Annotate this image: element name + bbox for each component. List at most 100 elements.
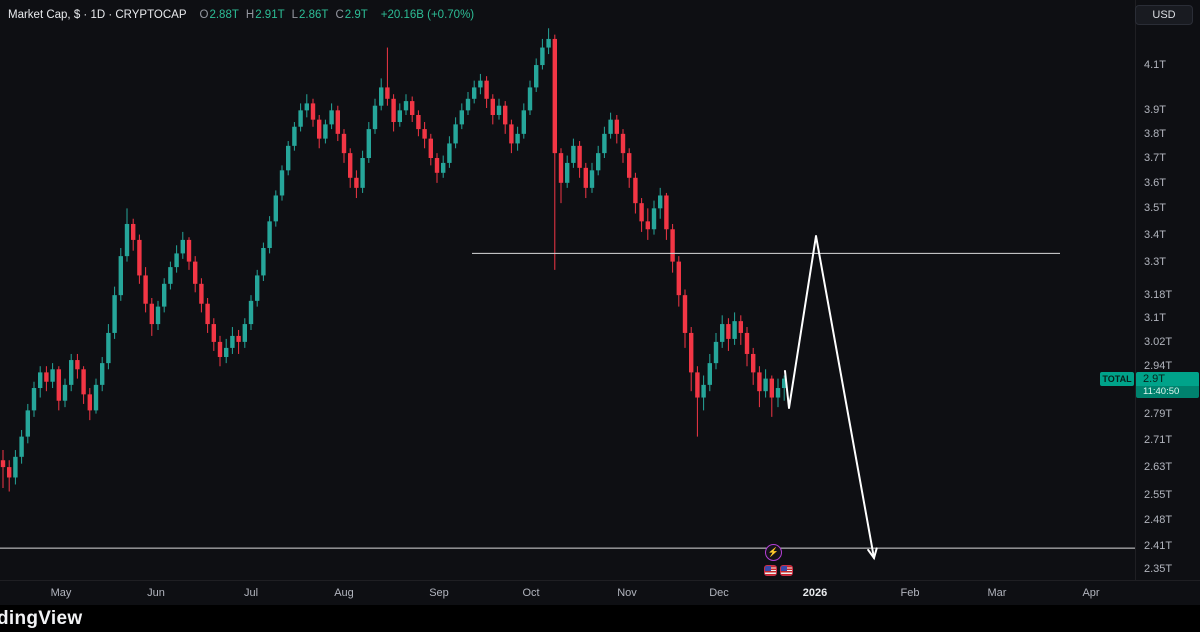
lightning-glyph: ⚡	[767, 547, 780, 557]
candle-body	[658, 195, 663, 209]
candle-body	[602, 133, 607, 154]
time-scale[interactable]: May Jun Jul Aug Sep Oct Nov Dec 2026 Feb Mar Apr	[0, 580, 1200, 605]
candle-body	[242, 324, 247, 342]
candle-body	[124, 223, 130, 257]
candle-body	[50, 369, 55, 382]
time-scale-label: May	[50, 587, 72, 599]
us-flag-event-icon[interactable]	[780, 565, 793, 576]
candle-body	[168, 267, 173, 284]
candle-body	[87, 394, 92, 411]
time-scale-label: Mar	[987, 587, 1007, 599]
candle-body	[372, 105, 378, 130]
candle-body	[397, 110, 402, 123]
candle-body	[664, 195, 669, 230]
price-scale-label: 2.35T	[1144, 563, 1173, 576]
candle-body	[515, 133, 520, 144]
candle-body	[422, 129, 427, 139]
price-scale[interactable]: 4.1T 3.9T 3.8T 3.7T 3.6T 3.5T 3.4T 3.3T 3.18T 3.1…	[1135, 0, 1200, 580]
candle-body	[267, 221, 272, 248]
candle-body	[428, 138, 433, 159]
candle-body	[651, 208, 657, 230]
candle-body	[224, 347, 229, 358]
candle-body	[379, 87, 384, 106]
bottom-toolbar: dingView	[0, 605, 1200, 632]
candle-body	[341, 133, 347, 154]
time-scale-label: Dec	[709, 587, 729, 599]
candle-body	[335, 110, 340, 134]
candle-body	[509, 124, 514, 144]
candle-body	[292, 126, 297, 146]
time-scale-label: Apr	[1082, 587, 1100, 599]
candle-body	[670, 229, 675, 262]
candle-body	[7, 467, 12, 478]
candle-body	[75, 360, 80, 370]
candle-body	[261, 247, 266, 276]
time-scale-label: Nov	[617, 587, 637, 599]
time-scale-label: Jul	[243, 587, 259, 599]
candle-body	[149, 303, 154, 325]
candle-body	[447, 143, 452, 163]
candle-body	[552, 38, 557, 154]
price-scale-label: 2.79T	[1144, 407, 1173, 420]
lightning-event-icon[interactable]: ⚡	[765, 544, 782, 561]
candle-body	[571, 145, 576, 163]
candle-body	[106, 332, 111, 364]
candle-body	[472, 87, 477, 99]
candle-body	[317, 119, 322, 139]
currency-usd-button[interactable]: USD	[1135, 5, 1193, 25]
candle-body	[56, 369, 61, 401]
price-scale-label: 2.71T	[1144, 433, 1173, 446]
candle-body	[62, 384, 68, 401]
candle-body	[38, 372, 43, 389]
time-scale-label: Aug	[334, 587, 354, 599]
price-scale-label: 3.4T	[1144, 228, 1167, 241]
candle-body	[118, 256, 123, 296]
candle-body	[540, 47, 545, 66]
candle-body	[186, 239, 192, 262]
candle-body	[236, 335, 241, 342]
candle-body	[44, 372, 49, 382]
current-price-value: 2.9T	[1136, 371, 1199, 386]
price-scale-label: 3.02T	[1144, 335, 1173, 348]
candle-body	[527, 87, 533, 111]
candle-body	[385, 87, 390, 99]
price-scale-label: 2.48T	[1144, 514, 1173, 527]
candle-body	[583, 167, 588, 188]
candle-body	[217, 341, 223, 358]
candle-body	[31, 388, 37, 411]
candle-body	[720, 324, 725, 342]
candle-body	[614, 119, 619, 134]
candle-body	[775, 388, 781, 398]
time-scale-label: Feb	[900, 587, 920, 599]
candle-body	[676, 261, 681, 296]
us-flag-event-icon[interactable]	[764, 565, 777, 576]
candle-body	[13, 456, 18, 478]
candle-body	[701, 384, 706, 398]
candle-body	[348, 153, 353, 178]
candle-body	[707, 363, 712, 385]
time-scale-label: Sep	[429, 587, 449, 599]
candle-body	[112, 295, 117, 333]
event-markers: ⚡	[764, 544, 798, 576]
projection-arrow-line[interactable]	[784, 235, 875, 559]
candle-body	[558, 153, 564, 183]
candle-body	[143, 275, 148, 304]
candle-body	[155, 306, 161, 325]
candle-body	[255, 275, 260, 301]
flag-canton	[765, 566, 771, 571]
candle-body	[323, 124, 328, 139]
tradingview-watermark[interactable]: dingView	[0, 607, 83, 629]
candle-body	[410, 101, 415, 115]
candle-body	[627, 153, 632, 178]
candle-body	[366, 129, 371, 159]
bar-close-countdown: 11:40:50	[1136, 385, 1199, 398]
candle-body	[782, 378, 787, 389]
candle-body	[273, 195, 278, 222]
candle-body	[416, 114, 421, 130]
price-scale-label: 3.18T	[1144, 289, 1173, 302]
price-scale-label: 2.63T	[1144, 461, 1173, 474]
candle-body	[757, 372, 762, 392]
candle-body	[248, 300, 254, 325]
